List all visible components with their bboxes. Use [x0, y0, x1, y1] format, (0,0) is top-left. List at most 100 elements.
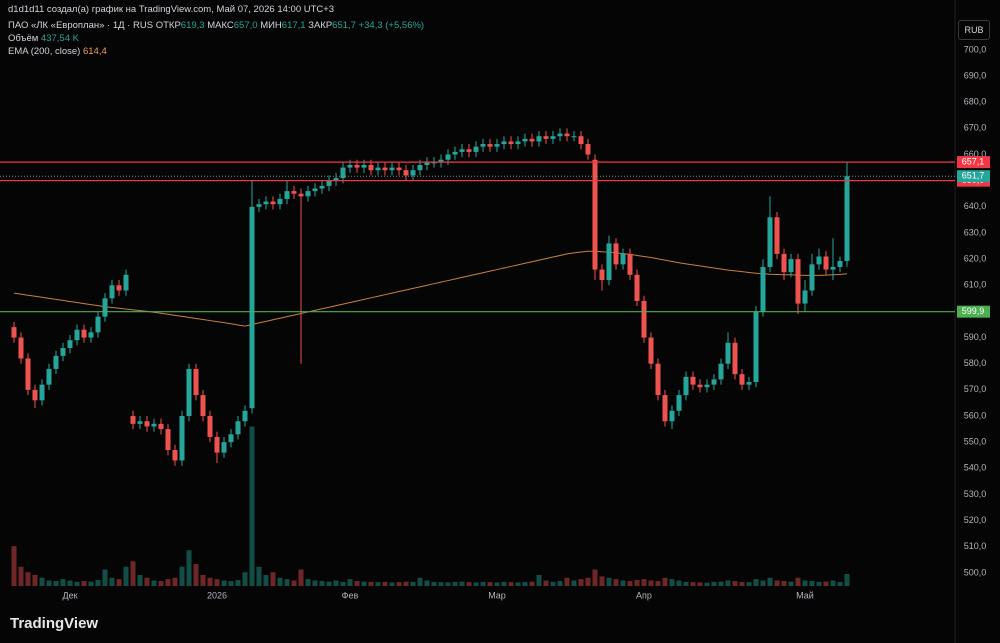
candle-body: [256, 204, 262, 207]
volume-bar: [508, 582, 514, 586]
candle-body: [690, 376, 696, 385]
volume-bar: [648, 580, 654, 586]
candle-body: [830, 266, 836, 270]
volume-bar: [424, 580, 430, 586]
y-tick-label: 570,0: [964, 384, 987, 394]
last-price-label: 651,7: [962, 171, 985, 181]
candle-body: [102, 298, 108, 317]
volume-bar: [571, 580, 577, 586]
volume-bar: [186, 550, 192, 586]
candle-body: [438, 159, 444, 163]
ema-line: [13, 250, 848, 327]
ema-value: 614,4: [82, 46, 107, 57]
volume-bar: [242, 572, 248, 586]
candle-body: [214, 436, 220, 453]
currency-button[interactable]: RUB: [958, 20, 990, 40]
legend-ema: EMA (200, close) 614,4: [8, 46, 107, 57]
brand-logo[interactable]: TradingView: [10, 615, 99, 632]
candle-body: [319, 185, 325, 189]
candle-body: [221, 442, 227, 453]
volume-bar: [347, 579, 353, 586]
volume-bar: [802, 580, 808, 586]
volume-bar: [641, 579, 647, 586]
candle-body: [32, 389, 38, 401]
low-value: 617,1: [281, 20, 306, 31]
volume-bar: [249, 426, 255, 586]
volume-bar: [74, 581, 80, 586]
candle-body: [676, 395, 682, 411]
volume-bar: [375, 582, 381, 586]
candle-body: [25, 358, 31, 390]
volume-bar: [557, 581, 563, 586]
volume-bar: [137, 575, 143, 586]
candle-body: [501, 141, 507, 145]
volume-bar: [697, 582, 703, 586]
candle-body: [781, 253, 787, 273]
candle-body: [172, 450, 178, 461]
candle-body: [543, 136, 549, 139]
candle-body: [529, 138, 535, 142]
volume-bar: [312, 580, 318, 586]
candle-body: [452, 151, 458, 155]
volume-bar: [438, 582, 444, 586]
volume-bar: [95, 579, 101, 586]
volume-bar: [158, 581, 164, 586]
volume-bar: [256, 566, 262, 586]
volume-bar: [816, 581, 822, 586]
candle-body: [193, 368, 199, 396]
candle-body: [312, 188, 318, 192]
y-tick-label: 640,0: [964, 201, 987, 211]
candle-body: [522, 138, 528, 142]
volume-bar: [263, 575, 269, 586]
candle-body: [704, 384, 710, 388]
volume-bar: [466, 582, 472, 586]
candle-body: [571, 136, 577, 138]
candle-body: [795, 259, 801, 304]
candle-body: [53, 355, 59, 369]
volume-bar: [711, 581, 717, 586]
candle-body: [403, 170, 409, 176]
volume-bar: [830, 580, 836, 586]
candle-body: [627, 253, 633, 275]
candle-body: [809, 264, 815, 291]
volume-bar: [172, 577, 178, 586]
candle-body: [802, 290, 808, 304]
open-label: ОТКР: [155, 20, 181, 31]
volume-bar: [536, 575, 542, 586]
volume-bar: [277, 577, 283, 586]
volume-bar: [844, 573, 850, 586]
y-tick-label: 670,0: [964, 123, 987, 133]
volume-bar: [732, 581, 738, 586]
volume-bar: [543, 580, 549, 586]
volume-bar: [809, 581, 815, 586]
volume-bar: [11, 546, 17, 586]
volume-bar: [529, 581, 535, 586]
candle-body: [746, 382, 752, 385]
volume-bar: [60, 579, 66, 586]
volume-bar: [522, 581, 528, 586]
volume-bar: [627, 581, 633, 586]
candle-body: [284, 191, 290, 199]
low-label: МИН: [260, 20, 282, 31]
volume-bar: [179, 566, 185, 586]
candle-body: [123, 274, 129, 291]
volume-bar: [760, 580, 766, 586]
volume-bar: [235, 579, 241, 586]
level-badge: [957, 156, 990, 169]
x-tick-label: 2026: [207, 590, 227, 600]
volume-bar: [368, 581, 374, 586]
candle-body: [606, 243, 612, 281]
volume-bar: [319, 581, 325, 586]
volume-bar: [193, 564, 199, 586]
volume-bar: [669, 579, 675, 586]
candle-body: [305, 191, 311, 197]
candle-body: [725, 342, 731, 364]
candle-body: [144, 421, 150, 427]
candle-body: [739, 374, 745, 385]
candle-body: [732, 342, 738, 375]
volume-bar: [354, 581, 360, 586]
candle-body: [599, 269, 605, 281]
candle-body: [445, 154, 451, 160]
attribution: d1d1d11 создал(а) график на TradingView.…: [8, 4, 335, 15]
